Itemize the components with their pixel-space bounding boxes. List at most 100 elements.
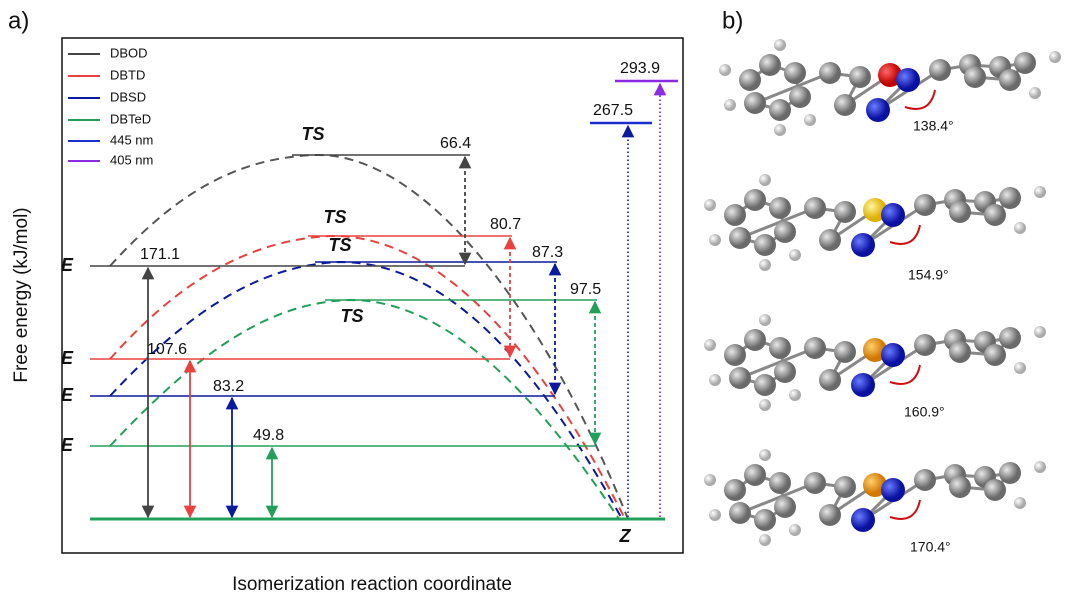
energy-label: 107.6 — [147, 341, 187, 358]
hetero-atom — [878, 63, 902, 87]
state-label: TS — [328, 235, 351, 255]
hydrogen-atom — [804, 114, 816, 126]
carbon-atom — [769, 472, 791, 494]
hydrogen-atom — [1014, 222, 1026, 234]
hydrogen-atom — [1034, 461, 1046, 473]
hydrogen-atom — [774, 39, 786, 51]
nitrogen-atom — [881, 343, 905, 367]
state-label: E — [61, 255, 74, 275]
legend-entry: DBOD — [110, 45, 148, 60]
nitrogen-atom — [896, 68, 920, 92]
carbon-atom — [769, 337, 791, 359]
curve-dbted — [109, 298, 620, 520]
carbon-atom — [834, 201, 856, 223]
energy-label: 80.7 — [490, 216, 521, 233]
carbon-atom — [744, 464, 766, 486]
legend-entry: DBSD — [110, 89, 146, 104]
nitrogen-atom — [866, 98, 890, 122]
carbon-atom — [964, 66, 986, 88]
hydrogen-atom — [1014, 362, 1026, 374]
molecule-panel — [704, 39, 1061, 546]
carbon-atom — [914, 194, 936, 216]
state-label: E — [61, 348, 74, 368]
state-label: TS — [323, 207, 346, 227]
bond — [739, 481, 816, 515]
carbon-atom — [804, 197, 826, 219]
carbon-atom — [929, 59, 951, 81]
carbon-atom — [729, 502, 751, 524]
carbon-atom — [774, 221, 796, 243]
carbon-atom — [744, 329, 766, 351]
legend-entry: 445 nm — [110, 132, 153, 147]
carbon-atom — [1014, 52, 1036, 74]
energy-label: 49.8 — [253, 427, 284, 444]
state-label: TS — [340, 306, 363, 326]
curve-dbod — [109, 153, 629, 520]
hydrogen-atom — [759, 449, 771, 461]
nitrogen-atom — [851, 233, 875, 257]
state-label: TS — [301, 124, 324, 144]
nitrogen-atom — [851, 373, 875, 397]
hydrogen-atom — [1014, 497, 1026, 509]
carbon-atom — [754, 374, 776, 396]
x-axis-label: Isomerization reaction coordinate — [232, 574, 512, 595]
legend-entry: DBTD — [110, 67, 145, 82]
carbon-atom — [949, 476, 971, 498]
angle-arc — [889, 499, 921, 520]
hydrogen-atom — [1029, 87, 1041, 99]
hydrogen-atom — [704, 474, 716, 486]
carbon-atom — [724, 344, 746, 366]
energy-label: 66.4 — [440, 135, 471, 152]
carbon-atom — [999, 69, 1021, 91]
carbon-atom — [744, 189, 766, 211]
carbon-atom — [999, 327, 1021, 349]
hydrogen-atom — [759, 259, 771, 271]
energy-levels — [90, 79, 678, 521]
carbon-atom — [849, 66, 871, 88]
carbon-atom — [834, 476, 856, 498]
energy-label: 83.2 — [213, 378, 244, 395]
curve-dbtd — [109, 234, 626, 520]
carbon-atom — [914, 334, 936, 356]
energy-label: 293.9 — [620, 60, 660, 77]
carbon-atom — [819, 229, 841, 251]
carbon-atom — [949, 341, 971, 363]
hydrogen-atom — [1034, 186, 1046, 198]
angle-arc — [904, 89, 936, 110]
carbon-atom — [999, 462, 1021, 484]
hydrogen-atom — [789, 389, 801, 401]
carbon-atom — [819, 369, 841, 391]
carbon-atom — [759, 54, 781, 76]
carbon-atom — [769, 99, 791, 121]
hydrogen-atom — [774, 124, 786, 136]
legend-entry: DBTeD — [110, 111, 151, 126]
carbon-atom — [834, 94, 856, 116]
carbon-atom — [999, 187, 1021, 209]
hydrogen-atom — [759, 534, 771, 546]
carbon-atom — [804, 337, 826, 359]
carbon-atom — [774, 496, 796, 518]
hydrogen-atom — [709, 509, 721, 521]
hydrogen-atom — [724, 99, 736, 111]
carbon-atom — [724, 204, 746, 226]
hydrogen-atom — [1049, 51, 1061, 63]
energy-label: 171.1 — [140, 246, 180, 263]
energy-label: 87.3 — [532, 244, 563, 261]
carbon-atom — [784, 62, 806, 84]
carbon-atom — [949, 201, 971, 223]
energy-label: 97.5 — [570, 281, 601, 298]
carbon-atom — [819, 62, 841, 84]
carbon-atom — [984, 479, 1006, 501]
carbon-atom — [914, 469, 936, 491]
carbon-atom — [744, 92, 766, 114]
hetero-atom — [863, 338, 887, 362]
angle-label: 160.9° — [904, 404, 945, 420]
hydrogen-atom — [719, 64, 731, 76]
carbon-atom — [789, 86, 811, 108]
state-label: Z — [619, 526, 632, 546]
hydrogen-atom — [709, 374, 721, 386]
carbon-atom — [984, 344, 1006, 366]
carbon-atom — [729, 367, 751, 389]
hetero-atom — [863, 473, 887, 497]
